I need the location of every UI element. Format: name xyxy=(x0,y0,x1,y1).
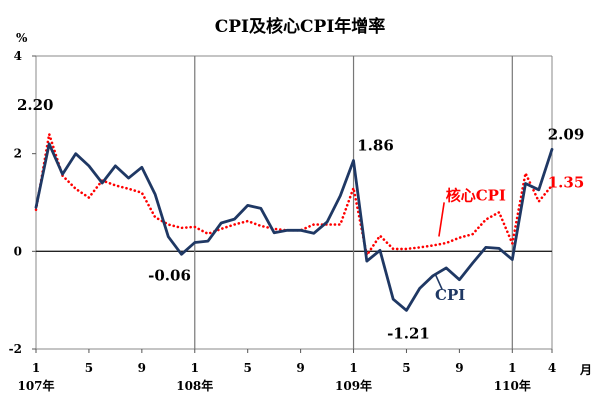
x-tick-label: 1 xyxy=(191,361,199,375)
series-label-core-cpi: 核心CPI xyxy=(446,186,506,204)
x-axis-unit-label: 月 xyxy=(579,363,592,377)
data-label: 2.09 xyxy=(548,125,585,143)
x-year-label: 109年 xyxy=(335,378,372,393)
data-label: 1.35 xyxy=(548,173,585,191)
x-tick-label: 9 xyxy=(296,361,304,375)
data-label: -0.06 xyxy=(148,266,191,284)
y-axis-unit-label: % xyxy=(16,31,28,45)
y-tick-label: 4 xyxy=(14,49,22,63)
series-arrow-cpi xyxy=(434,272,443,290)
y-tick-label: 2 xyxy=(14,147,22,161)
series-line-cpi xyxy=(34,142,554,312)
data-label: 1.86 xyxy=(357,137,394,155)
x-year-label: 108年 xyxy=(176,378,213,393)
y-tick-label: 0 xyxy=(14,244,22,258)
x-tick-label: 1 xyxy=(32,361,40,375)
x-tick-label: 9 xyxy=(138,361,146,375)
x-year-label: 107年 xyxy=(17,378,54,393)
x-tick-label: 1 xyxy=(508,361,516,375)
series-label-cpi: CPI xyxy=(435,286,465,304)
labels-layer: 2.20 -0.06 1.86 -1.21 2.09 1.35 核心CPI CPI xyxy=(17,96,584,343)
x-year-label: 110年 xyxy=(494,378,531,393)
chart-title: CPI及核心CPI年增率 xyxy=(215,16,386,37)
series-layer xyxy=(34,132,554,312)
x-tick-label: 1 xyxy=(349,361,357,375)
x-tick-label: 5 xyxy=(244,361,252,375)
x-tick-label: 9 xyxy=(455,361,463,375)
x-tick-label: 5 xyxy=(402,361,410,375)
series-arrow-core-cpi xyxy=(438,202,445,237)
y-tick-label: -2 xyxy=(9,342,22,356)
data-label: -1.21 xyxy=(387,324,430,342)
data-label: 2.20 xyxy=(17,96,54,114)
x-tick-label: 4 xyxy=(548,361,556,375)
axes: 4 2 0 -2 1 5 9 1 5 9 1 5 9 1 4 107年 108年 109年 110年 xyxy=(9,49,557,393)
x-tick-label: 5 xyxy=(85,361,93,375)
